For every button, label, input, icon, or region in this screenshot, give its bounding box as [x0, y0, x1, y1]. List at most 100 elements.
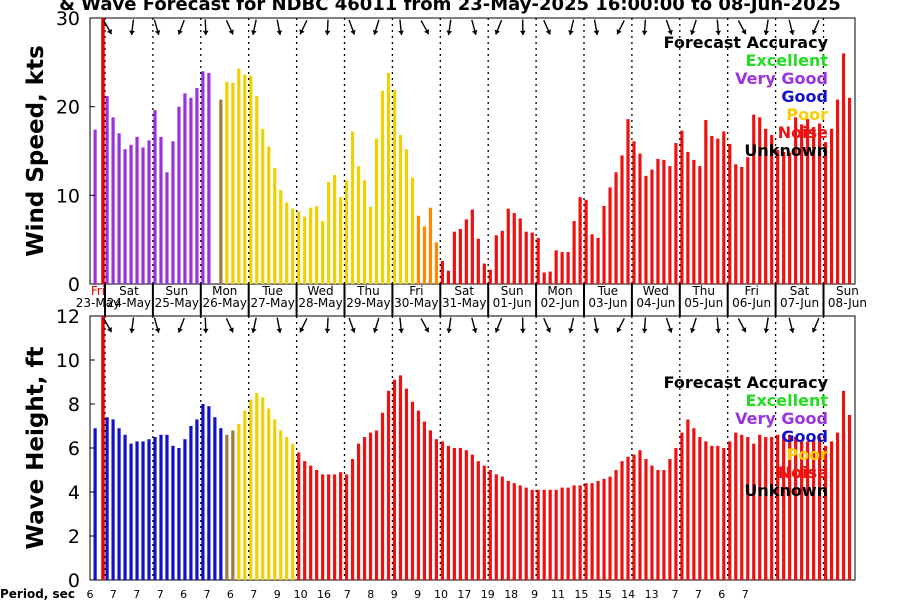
bar [297, 211, 301, 284]
bar [440, 260, 444, 284]
arrow-head [715, 30, 722, 36]
day-label: Fri [745, 284, 759, 298]
period-value: 11 [551, 588, 565, 600]
bar [219, 99, 223, 284]
bar [159, 434, 163, 580]
period-value: 7 [204, 588, 211, 600]
bar [494, 235, 498, 284]
direction-arrow [372, 317, 380, 333]
bar [710, 135, 714, 284]
bar [410, 401, 415, 580]
bar [566, 487, 570, 580]
bar [392, 379, 397, 580]
direction-arrow [593, 317, 600, 334]
date-label: 26-May [203, 296, 247, 310]
arrow-head [763, 328, 770, 333]
bar [764, 437, 768, 580]
bar [740, 434, 744, 580]
date-label: 23-May [76, 296, 120, 310]
bar [225, 81, 229, 284]
bar [818, 123, 822, 284]
bar [171, 141, 175, 284]
arrow-head [593, 30, 600, 35]
bar [704, 441, 708, 580]
bar [428, 430, 433, 580]
bar [141, 441, 145, 580]
bar [572, 221, 576, 284]
bar [231, 82, 235, 284]
bar [626, 456, 630, 580]
bar [794, 117, 798, 284]
arrow-head [398, 30, 404, 36]
arrow-head [350, 327, 356, 333]
bar [536, 489, 540, 580]
bar [93, 428, 97, 580]
direction-arrow [324, 19, 331, 36]
arrow-head [106, 327, 112, 333]
bar [261, 397, 265, 580]
bar [416, 215, 421, 284]
direction-arrow [103, 318, 113, 333]
bar [536, 237, 540, 284]
bar [584, 199, 588, 284]
period-row: 6 7 7 7 6 7 6 7 9 10 16 7 8 9 9 10 17 19 18 9 11 15 15 14 13 7 7 6 7 [87, 588, 749, 600]
bar [111, 117, 115, 284]
bar [847, 415, 852, 580]
bar [488, 269, 492, 284]
bar [656, 470, 660, 580]
bar [213, 417, 217, 580]
bar [476, 461, 480, 580]
arrow-head [741, 29, 747, 35]
legend-item: Noise [778, 463, 828, 482]
period-value: 10 [294, 588, 308, 600]
direction-arrow [641, 19, 648, 36]
bar [692, 428, 696, 580]
bar [800, 124, 804, 285]
y-tick-label: 2 [68, 526, 80, 548]
period-value: 13 [645, 588, 659, 600]
bar [674, 143, 678, 284]
bar [608, 187, 612, 284]
legend-title: Forecast Accuracy [664, 373, 829, 392]
arrow-head [472, 328, 478, 333]
bar [835, 99, 840, 284]
bar [632, 141, 636, 284]
bar [494, 474, 498, 580]
bar [380, 90, 385, 284]
bar [189, 426, 193, 580]
period-value: 18 [504, 588, 518, 600]
arrow-head [593, 328, 600, 333]
bar [434, 242, 439, 284]
y-tick-label: 6 [68, 438, 80, 460]
bar [668, 459, 672, 580]
bar [554, 250, 558, 284]
bar [776, 150, 780, 284]
date-label: 31-May [442, 296, 486, 310]
arrow-head [276, 30, 283, 35]
direction-arrow [420, 318, 430, 333]
bar [638, 153, 642, 284]
arrow-head [129, 30, 135, 36]
direction-arrow [153, 317, 161, 333]
arrow-head [545, 327, 551, 333]
direction-arrow [641, 317, 648, 334]
arrow-head [106, 29, 112, 35]
arrow-head [299, 29, 305, 35]
direction-arrow [494, 317, 503, 333]
period-value: 15 [574, 588, 588, 600]
bar [620, 155, 624, 284]
bar [464, 450, 468, 580]
bar [327, 182, 331, 284]
bar [620, 461, 624, 580]
direction-arrow [348, 19, 356, 35]
bar [788, 434, 792, 580]
bar [476, 238, 480, 284]
direction-arrow [520, 19, 526, 36]
bar [452, 448, 456, 580]
bar [656, 158, 660, 284]
bar [321, 221, 325, 284]
day-label: Wed [307, 284, 333, 298]
bar [602, 205, 606, 284]
arrow-head [276, 328, 283, 333]
bar [608, 476, 612, 580]
